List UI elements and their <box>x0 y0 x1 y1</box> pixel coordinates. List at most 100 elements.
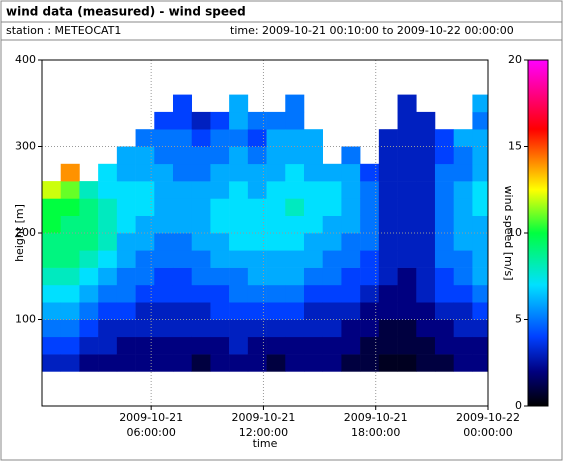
heat-cell <box>247 111 267 130</box>
heat-cell <box>266 146 286 165</box>
colorbar-label: wind speed [m/s] <box>502 186 515 281</box>
heat-cell <box>172 146 193 165</box>
heat-cell <box>360 284 380 303</box>
heat-cell <box>98 181 118 199</box>
heat-cell <box>210 233 230 251</box>
heat-cell <box>60 319 80 338</box>
heat-cell <box>472 284 489 303</box>
heat-cell <box>472 250 489 268</box>
heat-cell <box>135 267 155 286</box>
heat-cell <box>416 181 436 199</box>
heat-cell <box>247 336 267 355</box>
heat-cell <box>79 250 99 268</box>
y-tick-label: 300 <box>15 140 36 153</box>
heat-cell <box>266 354 286 372</box>
y-tick-label: 100 <box>15 313 36 326</box>
heat-cell <box>303 267 323 286</box>
heat-cell <box>210 336 230 355</box>
heat-cell <box>285 319 305 338</box>
heat-cell <box>397 250 417 268</box>
heat-cell <box>434 302 454 320</box>
heat-cell <box>303 129 323 147</box>
heat-cell <box>60 250 80 268</box>
heat-cell <box>229 354 249 372</box>
heat-cell <box>229 215 249 234</box>
heat-cell <box>210 163 230 182</box>
heat-cell <box>322 198 342 216</box>
x-tick-label: 12:00:00 <box>239 426 288 439</box>
heat-cell <box>247 181 267 199</box>
heat-cell <box>229 94 249 113</box>
heat-cell <box>42 198 62 216</box>
heat-cell <box>360 215 380 234</box>
heat-cell <box>453 146 473 165</box>
heat-cell <box>416 111 436 130</box>
heat-cell <box>98 302 118 320</box>
heat-cell <box>285 215 305 234</box>
heat-cell <box>42 336 62 355</box>
heat-cell <box>360 181 380 199</box>
heat-cell <box>135 302 155 320</box>
heat-cell <box>154 129 174 147</box>
heat-cell <box>60 336 80 355</box>
heat-cell <box>116 319 136 338</box>
heat-cell <box>154 111 174 130</box>
heat-cell <box>191 233 211 251</box>
heat-cell <box>453 129 473 147</box>
heat-cell <box>322 354 342 372</box>
heat-cell <box>135 354 155 372</box>
heat-cell <box>341 336 361 355</box>
heat-cell <box>135 233 155 251</box>
heat-cell <box>303 336 323 355</box>
heat-cell <box>341 250 361 268</box>
heat-cell <box>116 215 136 234</box>
heat-cell <box>191 146 211 165</box>
heat-cell <box>322 215 342 234</box>
heat-cell <box>98 319 118 338</box>
heat-cell <box>472 146 489 165</box>
heat-cell <box>154 250 174 268</box>
heat-cell <box>116 163 136 182</box>
heat-cell <box>472 302 489 320</box>
y-tick-label: 200 <box>15 226 36 239</box>
heat-cell <box>397 181 417 199</box>
x-tick-label: 2009-10-22 <box>456 411 520 424</box>
heat-cell <box>285 181 305 199</box>
heat-cell <box>360 302 380 320</box>
heat-cell <box>172 129 193 147</box>
heat-cell <box>434 215 454 234</box>
heat-cell <box>191 215 211 234</box>
heat-cell <box>210 198 230 216</box>
heat-cell <box>42 250 62 268</box>
heat-cell <box>303 250 323 268</box>
heat-cell <box>378 302 398 320</box>
heat-cell <box>247 198 267 216</box>
heat-cell <box>434 233 454 251</box>
heat-cell <box>397 215 417 234</box>
colorbar-tick-label: 5 <box>515 313 522 326</box>
heat-cell <box>42 267 62 286</box>
heat-cell <box>453 250 473 268</box>
heat-cell <box>472 319 489 338</box>
heat-cell <box>397 146 417 165</box>
heat-cell <box>116 336 136 355</box>
heat-cell <box>322 163 342 182</box>
y-tick-label: 400 <box>15 53 36 66</box>
heat-cell <box>229 319 249 338</box>
heat-cell <box>79 267 99 286</box>
heat-cell <box>98 354 118 372</box>
heat-cell <box>341 354 361 372</box>
heat-cell <box>229 181 249 199</box>
heat-cell <box>360 250 380 268</box>
heat-cell <box>229 284 249 303</box>
heat-cell <box>229 163 249 182</box>
heat-cell <box>266 302 286 320</box>
heat-cell <box>453 198 473 216</box>
heat-cell <box>266 111 286 130</box>
heat-cell <box>434 129 454 147</box>
plot-frame <box>41 59 489 407</box>
heat-cell <box>210 129 230 147</box>
heat-cell <box>341 181 361 199</box>
heat-cell <box>79 319 99 338</box>
heat-cell <box>266 319 286 338</box>
